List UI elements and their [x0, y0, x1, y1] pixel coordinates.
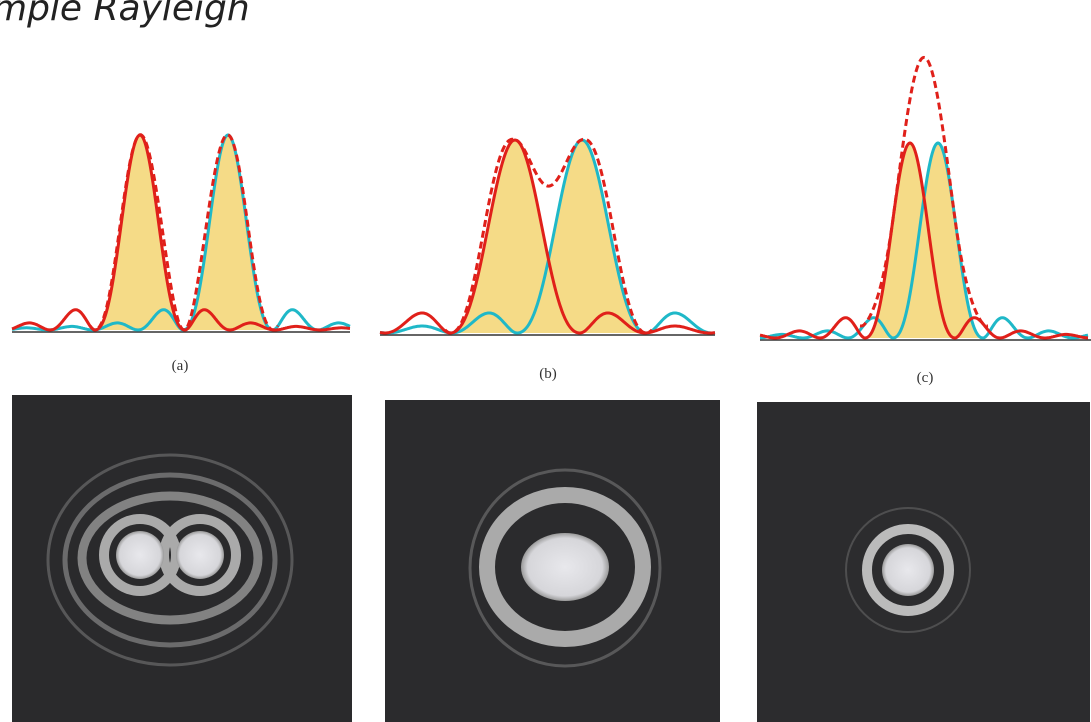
- ring: [862, 524, 954, 616]
- ring: [46, 453, 294, 667]
- profile-left: [759, 141, 1088, 340]
- airy-disc: [116, 531, 164, 579]
- ring: [62, 472, 278, 648]
- profile-left: [379, 138, 716, 335]
- panel-label: (a): [172, 358, 189, 374]
- lobe-fill: [95, 135, 273, 330]
- ring: [479, 487, 651, 647]
- profile-left: [11, 133, 351, 332]
- ring: [468, 468, 662, 668]
- airy-disc: [882, 544, 934, 596]
- diffraction-image-a: [12, 395, 352, 722]
- lobe-fill: [450, 140, 647, 333]
- sum-profile: [88, 133, 280, 332]
- profile-right: [379, 138, 716, 335]
- sum-profile: [859, 55, 989, 328]
- ring: [77, 491, 263, 625]
- sum-profile: [443, 137, 654, 335]
- panel-label: (c): [917, 370, 934, 386]
- profile-right: [11, 133, 351, 332]
- diffraction-image-b: [385, 400, 720, 722]
- panel-label: (b): [539, 366, 557, 382]
- title: mple Rayleigh: [0, 0, 250, 29]
- diffraction-image-c: [757, 402, 1090, 722]
- intensity-profiles: [11, 55, 1091, 341]
- ring: [845, 507, 971, 633]
- airy-disc: [176, 531, 224, 579]
- airy-disc: [521, 533, 609, 601]
- lobe-fill: [865, 143, 983, 338]
